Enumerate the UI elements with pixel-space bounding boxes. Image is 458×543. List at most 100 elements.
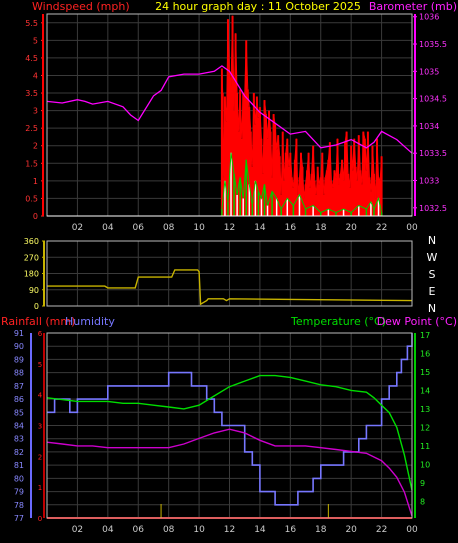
humidity-tick-91: 91 <box>14 329 24 338</box>
temperature-tick-12: 12 <box>420 423 430 432</box>
humidity-axis-label: Humidity <box>65 315 115 328</box>
rain-tick-1: 1 <box>38 484 42 492</box>
direction-panel-frame <box>46 240 413 307</box>
temperature-tick-16: 16 <box>420 349 430 358</box>
barometer-tick-1034.5: 1034.5 <box>419 95 447 104</box>
rain-tick-0: 0 <box>38 515 42 523</box>
windspeed-tick-3.5: 3.5 <box>25 89 38 98</box>
wind-panel-xtick-10: 10 <box>193 223 205 233</box>
wind-panel-xtick-12: 12 <box>224 223 235 233</box>
wind-direction-line <box>47 269 413 306</box>
windspeed-axis-label: Windspeed (mph) <box>32 0 130 13</box>
temperature-tick-13: 13 <box>420 405 430 414</box>
humidity-tick-78: 78 <box>14 501 24 510</box>
windspeed-tick-5: 5 <box>33 36 38 45</box>
windspeed-tick-5.5: 5.5 <box>25 19 38 28</box>
dewpoint-line <box>46 428 413 517</box>
climate-panel-xtick-04: 04 <box>102 525 114 535</box>
climate-panel-xtick-18: 18 <box>315 525 327 535</box>
climate-panel-xtick-16: 16 <box>285 525 297 535</box>
climate-panel-xtick-08: 08 <box>163 525 175 535</box>
gust-line <box>221 152 383 214</box>
compass-label-3: E <box>429 285 436 298</box>
climate-panel-xtick-10: 10 <box>193 525 205 535</box>
climate-panel-xtick-14: 14 <box>254 525 266 535</box>
rain-tick-3: 3 <box>38 423 42 431</box>
rain-tick-6: 6 <box>38 330 43 338</box>
barometer-tick-1033: 1033 <box>419 177 439 186</box>
climate-panel-xtick-06: 06 <box>133 525 145 535</box>
temperature-tick-10: 10 <box>420 460 430 469</box>
humidity-tick-89: 89 <box>14 355 24 364</box>
windspeed-tick-4: 4 <box>33 71 38 80</box>
climate-panel-xtick-02: 02 <box>72 525 83 535</box>
humidity-tick-87: 87 <box>14 382 24 391</box>
humidity-tick-86: 86 <box>14 395 24 404</box>
climate-panel-xtick-20: 20 <box>345 525 357 535</box>
barometer-tick-1035.5: 1035.5 <box>419 40 447 49</box>
wind-panel-xtick-04: 04 <box>102 223 114 233</box>
humidity-tick-84: 84 <box>14 422 24 431</box>
rainfall-axis-label: Rainfall (mm) <box>1 315 75 328</box>
compass-label-2: S <box>429 268 436 281</box>
climate-panel-frame <box>46 332 413 519</box>
wind-panel-xtick-02: 02 <box>72 223 83 233</box>
wind-panel-xtick-06: 06 <box>133 223 145 233</box>
barometer-tick-1033.5: 1033.5 <box>419 149 447 158</box>
temperature-tick-17: 17 <box>420 331 430 340</box>
rain-tick-5: 5 <box>38 361 42 369</box>
humidity-tick-90: 90 <box>14 342 24 351</box>
humidity-tick-80: 80 <box>14 474 24 483</box>
compass-label-4: N <box>428 302 436 315</box>
barometer-tick-1034: 1034 <box>419 122 439 131</box>
direction-tick-270: 270 <box>24 253 39 262</box>
humidity-tick-82: 82 <box>14 448 24 457</box>
climate-panel-xtick-12: 12 <box>224 525 235 535</box>
axes-layer: 0 0.5 1 1.5 2 2.5 3 3.5 4 4.5 5 5.5 1032.5 1033 1033.5… <box>14 13 447 535</box>
temperature-tick-14: 14 <box>420 386 430 395</box>
windspeed-tick-2.5: 2.5 <box>25 124 38 133</box>
temperature-tick-11: 11 <box>420 442 430 451</box>
compass-label-0: N <box>428 234 436 247</box>
temperature-tick-8: 8 <box>420 497 425 506</box>
humidity-tick-81: 81 <box>14 461 24 470</box>
barometer-line <box>46 65 413 154</box>
temperature-tick-15: 15 <box>420 368 430 377</box>
humidity-tick-85: 85 <box>14 408 24 417</box>
windspeed-tick-2: 2 <box>33 142 38 151</box>
barometer-axis-label: Barometer (mb) <box>369 0 457 13</box>
direction-tick-90: 90 <box>29 286 39 295</box>
chart-title: 24 hour graph day : 11 October 2025 <box>155 0 361 13</box>
humidity-tick-83: 83 <box>14 435 24 444</box>
climate-panel-xtick-22: 22 <box>376 525 387 535</box>
wind-panel-xtick-22: 22 <box>376 223 387 233</box>
humidity-tick-88: 88 <box>14 369 24 378</box>
wind-panel-xtick-00: 00 <box>406 223 418 233</box>
temperature-axis-label: Temperature (°C) <box>290 315 386 328</box>
climate-panel-xtick-00: 00 <box>406 525 418 535</box>
direction-tick-0: 0 <box>34 302 39 311</box>
barometer-tick-1032.5: 1032.5 <box>419 204 447 213</box>
wind-panel-xtick-14: 14 <box>254 223 266 233</box>
compass-label-1: W <box>427 251 438 264</box>
wind-panel-xtick-08: 08 <box>163 223 175 233</box>
rain-tick-2: 2 <box>38 453 42 461</box>
windspeed-tick-1.5: 1.5 <box>25 159 38 168</box>
rain-tick-4: 4 <box>38 392 43 400</box>
wind-panel-xtick-20: 20 <box>345 223 357 233</box>
windspeed-line <box>221 15 383 199</box>
direction-tick-180: 180 <box>24 270 39 279</box>
windspeed-tick-0.5: 0.5 <box>25 194 38 203</box>
humidity-tick-79: 79 <box>14 488 24 497</box>
windspeed-tick-3: 3 <box>33 107 38 116</box>
windspeed-tick-4.5: 4.5 <box>25 54 38 63</box>
temperature-line <box>46 374 413 491</box>
humidity-line <box>47 333 413 506</box>
windspeed-tick-0: 0 <box>33 212 38 221</box>
direction-tick-360: 360 <box>24 237 39 246</box>
dewpoint-axis-label: Dew Point (°C) <box>377 315 457 328</box>
wind-panel-xtick-16: 16 <box>285 223 297 233</box>
barometer-tick-1036: 1036 <box>419 13 439 22</box>
humidity-tick-77: 77 <box>14 514 24 523</box>
